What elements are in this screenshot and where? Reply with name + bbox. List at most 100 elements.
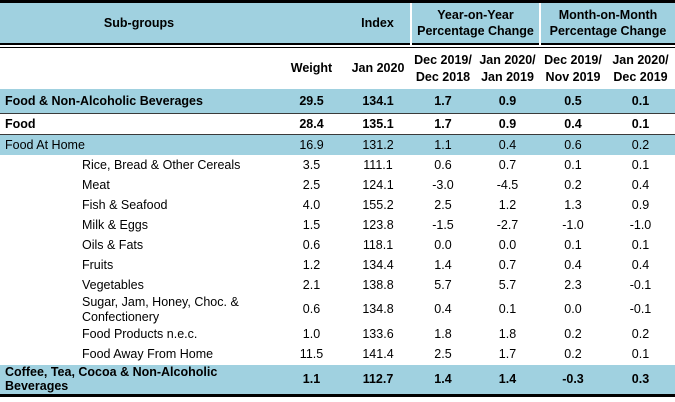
value-cell: 3.5	[302, 157, 321, 172]
value-cell: 1.1	[411, 134, 475, 155]
value-cell: 1.2	[498, 197, 517, 212]
value-cell: 2.5	[434, 197, 452, 212]
index-column-header: Jan 2020	[345, 47, 411, 89]
subgroups-header: Sub-groups	[0, 1, 278, 44]
value-cell: 1.1	[278, 364, 345, 396]
value-cell: 0.4	[631, 177, 650, 192]
value-cell: 138.8	[362, 277, 394, 292]
value-cell: 1.3	[564, 197, 582, 212]
double-rule-line	[0, 43, 675, 48]
value-cell: -1.5	[432, 217, 454, 232]
table-row: Vegetables 2.1 138.8 5.7 5.7 2.3 -0.1	[0, 275, 675, 295]
value-cell: 0.0	[498, 237, 517, 252]
table-row: Oils & Fats 0.6 118.1 0.0 0.0 0.1 0.1	[0, 235, 675, 255]
table-row: Fish & Seafood 4.0 155.2 2.5 1.2 1.3 0.9	[0, 195, 675, 215]
value-cell: -2.7	[496, 217, 519, 232]
value-cell: -0.1	[629, 302, 652, 317]
value-cell: 155.2	[362, 197, 394, 212]
row-label: Oils & Fats	[82, 237, 144, 252]
value-cell: 0.6	[434, 157, 452, 172]
mom-col1-header: Dec 2019/ Nov 2019	[540, 47, 606, 89]
value-cell: 4.0	[302, 197, 321, 212]
group-header-row: Sub-groups Index Year-on-Year Percentage…	[0, 1, 675, 44]
weight-column-header: Weight	[278, 47, 345, 89]
table-row: Fruits 1.2 134.4 1.4 0.7 0.4 0.4	[0, 255, 675, 275]
index-header: Index	[345, 1, 411, 44]
value-cell: 0.4	[434, 302, 452, 317]
value-cell: 0.4	[564, 257, 582, 272]
value-cell: 1.4	[434, 257, 452, 272]
row-label: Rice, Bread & Other Cereals	[82, 157, 241, 172]
value-cell: 1.8	[434, 327, 452, 342]
value-cell: 29.5	[278, 89, 345, 114]
value-cell: 1.4	[475, 364, 540, 396]
value-cell: 11.5	[299, 347, 324, 362]
row-label: Food Away From Home	[82, 347, 214, 362]
table-row: Food 28.4 135.1 1.7 0.9 0.4 0.1	[0, 113, 675, 135]
value-cell: 1.7	[411, 113, 475, 135]
yoy-col1-header: Dec 2019/ Dec 2018	[411, 47, 475, 89]
value-cell: 0.4	[540, 113, 606, 135]
value-cell: 2.3	[564, 277, 582, 292]
value-cell: 0.2	[564, 177, 582, 192]
value-cell: 28.4	[278, 113, 345, 135]
value-cell: 2.1	[302, 277, 321, 292]
value-cell: 0.9	[631, 197, 650, 212]
value-cell: 0.1	[631, 347, 650, 362]
value-cell: 0.1	[631, 157, 650, 172]
value-cell: 134.1	[345, 89, 411, 114]
row-label: Food	[0, 113, 278, 135]
value-cell: -4.5	[496, 177, 519, 192]
value-cell: 124.1	[362, 177, 394, 192]
value-cell: 0.9	[475, 89, 540, 114]
row-label: Fish & Seafood	[82, 197, 168, 212]
value-cell: -3.0	[432, 177, 454, 192]
row-label: Food At Home	[0, 134, 278, 155]
mom-col2-header: Jan 2020/ Dec 2019	[606, 47, 675, 89]
row-label: Meat	[82, 177, 110, 192]
value-cell: 111.1	[363, 157, 393, 172]
value-cell: 0.0	[434, 237, 452, 252]
value-cell: 1.0	[302, 327, 321, 342]
value-cell: -0.3	[540, 364, 606, 396]
yoy-group-header: Year-on-Year Percentage Change	[410, 1, 540, 44]
table-row: Food Products n.e.c. 1.0 133.6 1.8 1.8 0.2 0.2	[0, 325, 675, 345]
value-cell: 134.4	[362, 257, 394, 272]
value-cell: 1.2	[302, 257, 321, 272]
name-column-spacer	[0, 47, 278, 89]
table-row: Meat 2.5 124.1 -3.0 -4.5 0.2 0.4	[0, 175, 675, 195]
value-cell: 123.8	[362, 217, 394, 232]
value-cell: 141.4	[362, 347, 394, 362]
value-cell: 0.2	[631, 327, 650, 342]
value-cell: 0.9	[475, 113, 540, 135]
value-cell: 0.6	[302, 237, 321, 252]
value-cell: -0.1	[629, 277, 652, 292]
value-cell: 0.4	[631, 257, 650, 272]
value-cell: -1.0	[562, 217, 584, 232]
table-row: Sugar, Jam, Honey, Choc. & Confectionery…	[0, 295, 675, 325]
mom-group-header: Month-on-Month Percentage Change	[539, 1, 675, 44]
double-rule	[0, 43, 675, 48]
value-cell: 0.3	[606, 364, 675, 396]
value-cell: 0.1	[498, 302, 517, 317]
value-cell: 0.1	[564, 157, 582, 172]
table-row: Milk & Eggs 1.5 123.8 -1.5 -2.7 -1.0 -1.0	[0, 215, 675, 235]
value-cell: 0.2	[564, 327, 582, 342]
value-cell: 2.5	[434, 347, 452, 362]
table-row: Rice, Bread & Other Cereals 3.5 111.1 0.6 0.…	[0, 155, 675, 175]
value-cell: 0.6	[302, 302, 321, 317]
row-label: Food & Non-Alcoholic Beverages	[0, 89, 278, 114]
row-label: Milk & Eggs	[82, 217, 148, 232]
value-cell: 0.4	[475, 134, 540, 155]
row-label: Food Products n.e.c.	[82, 327, 198, 342]
table-row: Coffee, Tea, Cocoa & Non-Alcoholic Bever…	[0, 364, 675, 396]
value-cell: 112.7	[345, 364, 411, 396]
value-cell: 5.7	[434, 277, 452, 292]
weight-header-spacer	[278, 1, 345, 44]
value-cell: 2.5	[302, 177, 321, 192]
row-label: Sugar, Jam, Honey, Choc. & Confectionery	[82, 295, 239, 324]
value-cell: 134.8	[362, 302, 394, 317]
row-label: Fruits	[82, 257, 114, 272]
value-cell: 0.1	[606, 113, 675, 135]
